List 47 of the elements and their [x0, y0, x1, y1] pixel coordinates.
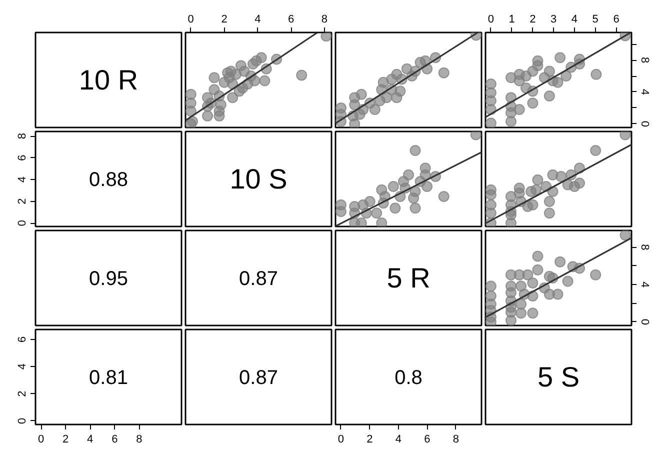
text: 0.87: [239, 367, 278, 389]
x-tick-label: 8: [321, 14, 328, 26]
annotation: 0.81: [89, 367, 128, 389]
x-tick-label: 6: [288, 14, 294, 26]
x-tick-label: 8: [452, 434, 459, 446]
x-tick-label: 0: [188, 14, 194, 26]
text: 0.87: [239, 268, 278, 290]
x-tick-label: 4: [571, 14, 578, 26]
x-tick-label: 3: [550, 14, 557, 26]
annotation: 0.8: [394, 367, 422, 389]
text: 10 S: [230, 164, 288, 194]
x-tick-label: 2: [221, 14, 228, 26]
text: 10 R: [78, 64, 138, 96]
x-tick-label: 0: [338, 434, 344, 446]
y-tick-label: 6: [16, 154, 28, 161]
y-tick-label: 4: [16, 364, 28, 370]
y-tick-label: 0: [638, 318, 650, 326]
y-tick-label: 4: [16, 176, 28, 183]
text: 5 S: [537, 362, 580, 392]
x-tick-label: 0: [38, 434, 44, 446]
y-tick-label: 6: [16, 336, 28, 342]
y-tick-label: 2: [16, 390, 28, 397]
annotation: 0.88: [89, 169, 128, 191]
x-tick-label: 5: [592, 14, 598, 26]
y-tick-label: 0: [16, 220, 28, 226]
x-tick-label: 1: [508, 14, 515, 26]
y-tick-label: 0: [16, 418, 28, 424]
y-tick-label: 8: [638, 56, 650, 64]
text: 0.95: [89, 268, 128, 290]
x-tick-label: 8: [136, 434, 142, 446]
x-tick-label: 6: [424, 434, 430, 446]
x-tick-label: 2: [530, 14, 536, 26]
x-tick-label: 4: [254, 14, 261, 26]
x-tick-label: 2: [366, 434, 373, 446]
y-tick-label: 4: [638, 281, 650, 288]
y-tick-label: 4: [638, 88, 650, 96]
x-tick-label: 4: [87, 434, 94, 446]
y-tick-label: 8: [16, 133, 28, 140]
y-tick-label: 8: [638, 244, 650, 250]
x-tick-label: 6: [613, 14, 620, 26]
y-tick-label: 2: [16, 198, 28, 204]
x-tick-label: 6: [112, 434, 118, 446]
x-tick-label: 2: [62, 434, 69, 446]
text: 5 R: [386, 262, 430, 294]
x-tick-label: 4: [395, 434, 402, 446]
y-tick-label: 0: [638, 120, 650, 127]
x-tick-label: 0: [488, 14, 494, 26]
